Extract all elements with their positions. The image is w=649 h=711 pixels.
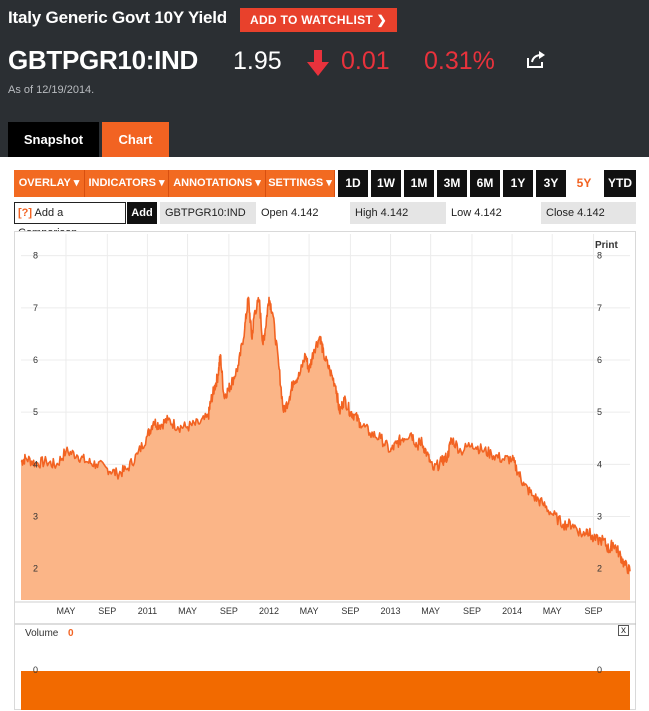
low-cell: Low 4.142	[446, 202, 538, 224]
watchlist-label: ADD TO WATCHLIST	[250, 13, 374, 27]
down-arrow-icon	[307, 50, 329, 76]
x-tick-label: MAY	[421, 606, 440, 616]
quote-header: Italy Generic Govt 10Y Yield ADD TO WATC…	[0, 0, 649, 157]
chevron-right-icon: ❯	[376, 13, 388, 27]
overlay-menu-button[interactable]: OVERLAY ▾	[14, 170, 85, 197]
range-6m-button[interactable]: 6M	[470, 170, 500, 197]
y-tick-label-right: 6	[597, 355, 602, 365]
yield-line	[20, 296, 631, 575]
y-tick-label-left: 7	[33, 303, 38, 313]
y-tick-label-left: 6	[33, 355, 38, 365]
tab-chart[interactable]: Chart	[102, 122, 169, 157]
range-3y-button[interactable]: 3Y	[536, 170, 566, 197]
volume-label: Volume	[25, 628, 59, 639]
x-tick-label: SEP	[585, 606, 603, 616]
x-tick-label: SEP	[463, 606, 481, 616]
y-tick-label-right: 8	[597, 251, 602, 261]
y-tick-label-right: 7	[597, 303, 602, 313]
range-1d-button[interactable]: 1D	[338, 170, 368, 197]
y-tick-label-left: 4	[33, 459, 38, 469]
range-ytd-button[interactable]: YTD	[604, 170, 636, 197]
add-comparison-button[interactable]: Add	[127, 202, 157, 224]
last-price: 1.95	[233, 47, 282, 75]
price-change-percent: 0.31%	[424, 47, 495, 75]
open-cell: Open 4.142	[256, 202, 350, 224]
volume-axis-left-label: 0	[33, 665, 38, 675]
as-of-date: As of 12/19/2014.	[8, 84, 95, 96]
close-cell: Close 4.142	[541, 202, 636, 224]
y-tick-label-right: 5	[597, 407, 602, 417]
x-tick-label: MAY	[57, 606, 76, 616]
x-tick-label: SEP	[98, 606, 116, 616]
y-tick-label-left: 5	[33, 407, 38, 417]
volume-axis-right-label: 0	[597, 665, 602, 675]
page-title: Italy Generic Govt 10Y Yield	[8, 8, 227, 27]
y-tick-label-left: 2	[33, 564, 38, 574]
x-tick-label: MAY	[178, 606, 197, 616]
yield-area	[21, 297, 630, 600]
x-tick-label: SEP	[341, 606, 359, 616]
annotations-menu-button[interactable]: ANNOTATIONS ▾	[169, 170, 266, 197]
y-tick-label-right: 3	[597, 512, 602, 522]
indicators-menu-button[interactable]: INDICATORS ▾	[85, 170, 169, 197]
y-tick-label-right: 4	[597, 459, 602, 469]
close-volume-icon[interactable]: x	[618, 625, 629, 636]
volume-value: 0	[68, 628, 74, 639]
symbol-cell: GBTPGR10:IND	[160, 202, 256, 224]
x-tick-label: MAY	[543, 606, 562, 616]
y-tick-label-right: 2	[597, 564, 602, 574]
print-button[interactable]: Print	[595, 240, 618, 251]
range-5y-button[interactable]: 5Y	[569, 170, 599, 197]
ticker-symbol: GBTPGR10:IND	[8, 45, 198, 75]
x-tick-label: SEP	[220, 606, 238, 616]
x-tick-label: MAY	[300, 606, 319, 616]
high-cell: High 4.142	[350, 202, 446, 224]
add-to-watchlist-button[interactable]: ADD TO WATCHLIST ❯	[240, 8, 398, 32]
share-icon[interactable]	[525, 50, 547, 70]
x-tick-label: 2014	[502, 606, 522, 616]
help-icon[interactable]: [?]	[18, 207, 33, 219]
range-1w-button[interactable]: 1W	[371, 170, 401, 197]
settings-menu-button[interactable]: SETTINGS ▾	[266, 170, 335, 197]
range-1m-button[interactable]: 1M	[404, 170, 434, 197]
price-change: 0.01	[341, 47, 390, 75]
x-tick-label: 2011	[138, 606, 157, 616]
range-1y-button[interactable]: 1Y	[503, 170, 533, 197]
x-tick-label: 2013	[381, 606, 401, 616]
x-tick-label: 2012	[259, 606, 279, 616]
y-tick-label-left: 3	[33, 512, 38, 522]
range-3m-button[interactable]: 3M	[437, 170, 467, 197]
y-tick-label-left: 8	[33, 251, 38, 261]
tab-snapshot[interactable]: Snapshot	[8, 122, 99, 157]
volume-bar	[21, 671, 630, 710]
